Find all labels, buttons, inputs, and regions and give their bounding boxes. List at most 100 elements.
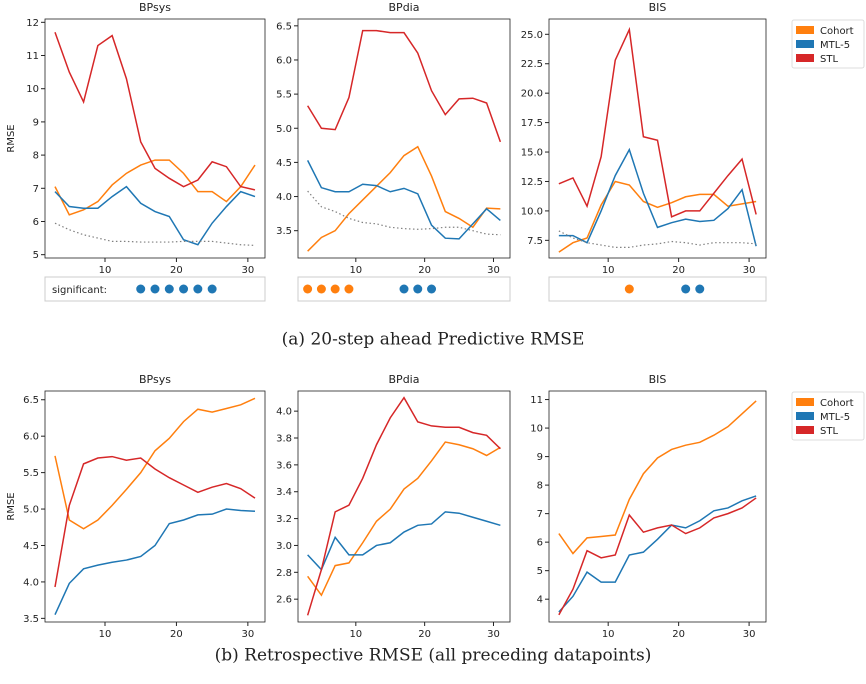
- y-tick-label: 5: [33, 250, 39, 261]
- series-line: [307, 190, 501, 236]
- significance-dot: [150, 284, 160, 294]
- series-line: [558, 495, 757, 613]
- significance-strip: [548, 276, 767, 302]
- significance-strip: [44, 276, 266, 302]
- series-line: [54, 32, 256, 191]
- series-line: [558, 230, 757, 249]
- significance-strip: [297, 276, 511, 302]
- legend-label: MTL-5: [820, 40, 850, 51]
- y-tick-label: 4.0: [23, 577, 39, 588]
- significance-dot: [179, 284, 189, 294]
- significance-dot: [330, 284, 340, 294]
- significance-dot: [316, 284, 326, 294]
- y-tick-label: 6.5: [276, 21, 292, 32]
- plot-frame: [548, 390, 767, 623]
- plot-frame: [297, 390, 511, 623]
- legend-swatch: [796, 40, 814, 48]
- y-tick-label: 22.5: [521, 59, 543, 70]
- y-tick-label: 6.5: [23, 395, 39, 406]
- y-tick-label: 6.0: [276, 55, 292, 66]
- series-line: [54, 397, 256, 530]
- plot-frame: [44, 390, 266, 623]
- significance-label: significant:: [52, 285, 107, 296]
- y-axis-label: RMSE: [6, 124, 17, 152]
- x-tick-label: 30: [487, 629, 500, 640]
- y-tick-label: 10: [26, 84, 39, 95]
- y-tick-label: 8: [33, 151, 39, 162]
- chart-title: BPsys: [139, 1, 171, 14]
- y-tick-label: 4.5: [23, 541, 39, 552]
- chart-title: BPdia: [389, 373, 420, 386]
- y-tick-label: 10: [530, 424, 543, 435]
- series-line: [54, 185, 256, 246]
- y-tick-label: 9: [537, 452, 543, 463]
- y-tick-label: 17.5: [521, 118, 543, 129]
- significance-dot: [136, 284, 146, 294]
- plot-frame: [548, 18, 767, 259]
- significance-dot: [164, 284, 174, 294]
- y-tick-label: 6.0: [23, 432, 39, 443]
- y-tick-label: 12: [26, 18, 39, 29]
- significance-dot: [399, 284, 409, 294]
- significance-dot: [344, 284, 354, 294]
- series-line: [306, 160, 501, 240]
- y-tick-label: 3.8: [276, 434, 292, 445]
- series-line: [307, 511, 501, 571]
- legend-label: Cohort: [820, 398, 854, 409]
- x-tick-label: 10: [99, 265, 112, 276]
- chart-title: BIS: [649, 1, 667, 14]
- y-tick-label: 12.5: [521, 177, 543, 188]
- y-tick-label: 25.0: [521, 30, 543, 41]
- y-tick-label: 6: [33, 217, 39, 228]
- y-tick-label: 4.0: [276, 407, 292, 418]
- y-tick-label: 9: [33, 117, 39, 128]
- y-tick-label: 3.5: [23, 614, 39, 625]
- significance-dot: [695, 284, 705, 294]
- series-line: [558, 26, 757, 218]
- series-line: [558, 497, 757, 616]
- y-tick-label: 6: [537, 538, 543, 549]
- significance-dot: [624, 284, 634, 294]
- legend-label: Cohort: [820, 26, 854, 37]
- y-tick-label: 15.0: [521, 148, 543, 159]
- legend-swatch: [796, 426, 814, 434]
- series-line: [558, 147, 757, 247]
- x-tick-label: 20: [170, 265, 183, 276]
- legend-label: STL: [820, 54, 838, 65]
- series-line: [307, 145, 501, 252]
- legend-label: STL: [820, 426, 838, 437]
- y-tick-label: 20.0: [521, 89, 543, 100]
- significance-dot: [681, 284, 691, 294]
- y-tick-label: 7: [537, 509, 543, 520]
- y-tick-label: 5.5: [23, 468, 39, 479]
- y-tick-label: 11: [530, 395, 543, 406]
- significance-dot: [427, 284, 437, 294]
- y-tick-label: 3.0: [276, 541, 292, 552]
- y-tick-label: 7: [33, 184, 39, 195]
- x-tick-label: 10: [349, 629, 362, 640]
- series-line: [307, 441, 501, 597]
- y-tick-label: 2.6: [276, 595, 292, 606]
- x-tick-label: 30: [743, 629, 756, 640]
- significance-dot: [303, 284, 313, 294]
- chart-title: BPsys: [139, 373, 171, 386]
- y-tick-label: 5.5: [276, 90, 292, 101]
- series-line: [54, 455, 256, 588]
- x-tick-label: 20: [418, 629, 431, 640]
- x-tick-label: 30: [487, 265, 500, 276]
- y-tick-label: 8: [537, 481, 543, 492]
- series-line: [306, 29, 502, 143]
- x-tick-label: 20: [672, 629, 685, 640]
- y-tick-label: 2.8: [276, 568, 292, 579]
- y-tick-label: 3.5: [276, 226, 292, 237]
- legend-swatch: [796, 54, 814, 62]
- legend-swatch: [796, 26, 814, 34]
- plot-frame: [297, 18, 511, 259]
- y-tick-label: 3.4: [276, 487, 292, 498]
- y-axis-label: RMSE: [6, 492, 17, 520]
- series-line: [54, 159, 256, 216]
- y-tick-label: 4.0: [276, 192, 292, 203]
- x-tick-label: 20: [418, 265, 431, 276]
- y-tick-label: 5.0: [276, 124, 292, 135]
